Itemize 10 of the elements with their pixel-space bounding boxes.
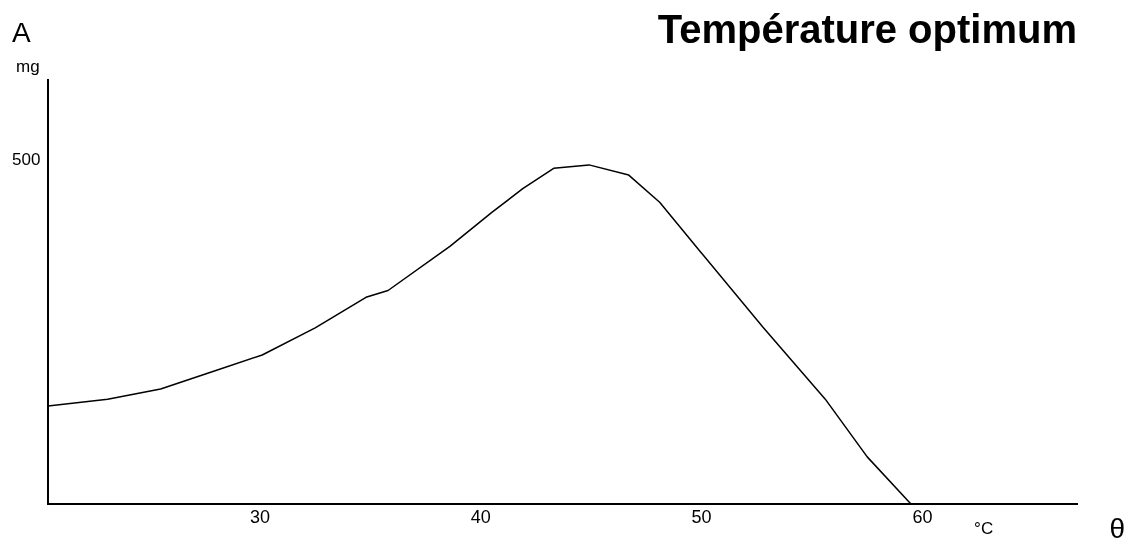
x-tick-label: 60 xyxy=(912,507,933,528)
text: mg xyxy=(16,57,40,76)
y-axis-title: A xyxy=(12,17,31,48)
chart-title: Température optimum xyxy=(657,7,1077,52)
text: °C xyxy=(974,519,994,539)
x-tick-label: 30 xyxy=(249,507,270,528)
x-axis-title: θ xyxy=(1109,513,1125,545)
text: 500 xyxy=(12,149,41,169)
x-tick-label: 50 xyxy=(691,507,712,528)
x-tick-label: 40 xyxy=(470,507,491,528)
